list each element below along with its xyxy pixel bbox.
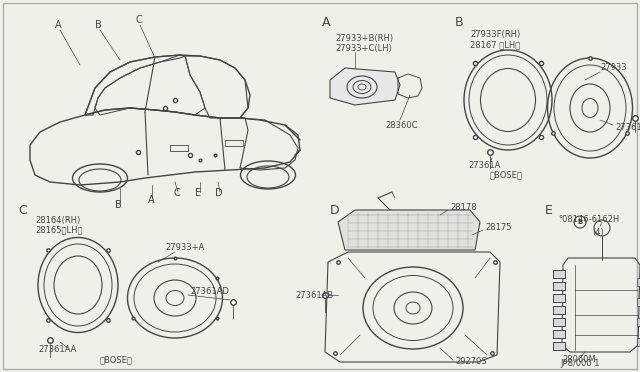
Text: °08146-6162H: °08146-6162H xyxy=(558,215,620,224)
Text: 27933+C(LH): 27933+C(LH) xyxy=(335,44,392,52)
Bar xyxy=(637,318,640,326)
Text: 28165〈LH〉: 28165〈LH〉 xyxy=(35,225,83,234)
Bar xyxy=(553,342,565,350)
Text: A: A xyxy=(148,195,155,205)
Polygon shape xyxy=(338,210,480,250)
Text: 27933F(RH): 27933F(RH) xyxy=(470,31,520,39)
Text: 27361A: 27361A xyxy=(468,160,500,170)
Bar xyxy=(553,294,565,302)
Bar xyxy=(637,298,640,306)
Bar xyxy=(553,306,565,314)
Text: B: B xyxy=(455,16,463,29)
Bar xyxy=(637,278,640,286)
Text: B: B xyxy=(115,200,122,210)
Bar xyxy=(553,318,565,326)
Text: 28167 〈LH〉: 28167 〈LH〉 xyxy=(470,41,520,49)
Text: 27361AA: 27361AA xyxy=(38,346,76,355)
Text: 28178: 28178 xyxy=(450,203,477,212)
Text: A: A xyxy=(55,20,61,30)
Text: 27933: 27933 xyxy=(600,64,627,73)
Polygon shape xyxy=(330,68,400,105)
Text: E: E xyxy=(545,203,553,217)
Bar xyxy=(637,338,640,346)
Text: B: B xyxy=(95,20,102,30)
Text: 27361AD: 27361AD xyxy=(190,288,229,296)
Text: D: D xyxy=(330,203,340,217)
Text: 28360C: 28360C xyxy=(385,121,417,129)
Text: 27933+B(RH): 27933+B(RH) xyxy=(335,33,393,42)
Bar xyxy=(553,282,565,290)
Text: A: A xyxy=(322,16,330,29)
Text: 27933+A: 27933+A xyxy=(165,244,204,253)
Text: 27361AC: 27361AC xyxy=(615,124,640,132)
Text: (4): (4) xyxy=(592,228,604,237)
Text: 〈BOSE〉: 〈BOSE〉 xyxy=(100,356,133,365)
Text: E: E xyxy=(195,188,201,198)
Bar xyxy=(225,140,243,146)
Text: 〈BOSE〉: 〈BOSE〉 xyxy=(490,170,523,180)
Text: 29270S: 29270S xyxy=(455,357,486,366)
Bar xyxy=(553,330,565,338)
Text: JP8/000 1: JP8/000 1 xyxy=(560,359,600,368)
Text: B: B xyxy=(577,219,582,225)
Bar xyxy=(553,270,565,278)
Text: C: C xyxy=(173,188,180,198)
Text: C: C xyxy=(18,203,27,217)
Text: D: D xyxy=(215,188,223,198)
Bar xyxy=(170,145,188,151)
Text: 28164(RH): 28164(RH) xyxy=(35,215,80,224)
Text: C: C xyxy=(135,15,141,25)
Text: 27361AB: 27361AB xyxy=(295,291,333,299)
Text: 28060M: 28060M xyxy=(562,356,596,365)
Text: 28175: 28175 xyxy=(485,224,511,232)
